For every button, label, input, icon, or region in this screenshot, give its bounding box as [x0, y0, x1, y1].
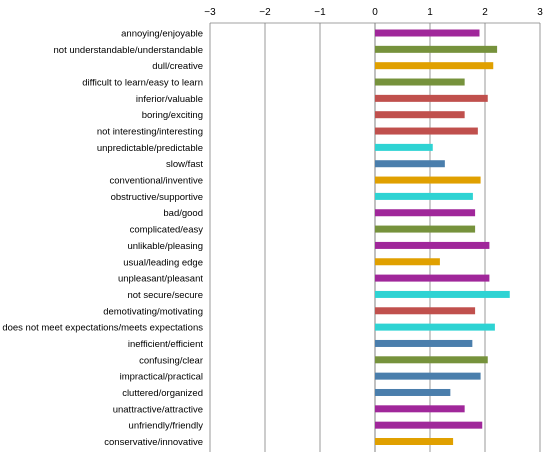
category-label: not secure/secure	[127, 290, 203, 301]
category-label: dull/creative	[152, 61, 203, 72]
bar	[375, 241, 490, 249]
bar	[375, 258, 440, 266]
category-label: difficult to learn/easy to learn	[82, 78, 203, 89]
bar	[375, 225, 476, 233]
bar	[375, 192, 473, 200]
category-label: cluttered/organized	[122, 388, 203, 399]
x-tick-label: 1	[427, 7, 433, 18]
bar	[375, 405, 465, 413]
bars	[375, 29, 510, 445]
category-label: obstructive/supportive	[111, 192, 203, 203]
grid-lines	[209, 22, 541, 452]
bar	[375, 388, 451, 396]
bar	[375, 160, 445, 168]
category-label: unpleasant/pleasant	[118, 274, 203, 285]
category-label: slow/fast	[166, 159, 203, 170]
category-label: unattractive/attractive	[113, 404, 203, 415]
category-label: unfriendly/friendly	[129, 421, 204, 432]
category-label: impractical/practical	[120, 372, 203, 383]
x-tick-label: −3	[204, 7, 216, 18]
x-tick-label: −1	[314, 7, 326, 18]
bar	[375, 62, 494, 70]
x-tick-label: 0	[372, 7, 378, 18]
category-label: conventional/inventive	[110, 176, 203, 187]
category-label: not understandable/understandable	[54, 45, 203, 56]
category-label: annoying/enjoyable	[121, 29, 203, 40]
category-label: unpredictable/predictable	[97, 143, 203, 154]
bar	[375, 143, 433, 151]
category-label: conservative/innovative	[104, 437, 203, 448]
category-label: boring/exciting	[142, 110, 203, 121]
x-tick-label: 2	[482, 7, 488, 18]
category-label: demotivating/motivating	[103, 306, 203, 317]
bar	[375, 45, 498, 53]
bar	[375, 94, 488, 102]
bar	[375, 111, 465, 119]
bar	[375, 421, 483, 429]
bar	[375, 78, 465, 86]
category-label: unlikable/pleasing	[127, 241, 203, 252]
bar	[375, 356, 488, 364]
bar	[375, 307, 476, 315]
bar	[375, 372, 481, 380]
category-label: usual/leading edge	[123, 257, 203, 268]
category-label: inefficient/efficient	[128, 339, 204, 350]
category-label: complicated/easy	[130, 225, 204, 236]
bar	[375, 176, 481, 184]
category-label: bad/good	[163, 208, 203, 219]
bar	[375, 29, 480, 37]
bar	[375, 274, 490, 282]
bar	[375, 127, 478, 135]
bar	[375, 438, 454, 445]
category-label: confusing/clear	[139, 355, 203, 366]
category-label: not interesting/interesting	[97, 127, 203, 138]
category-label: does not meet expectations/meets expecta…	[2, 323, 203, 334]
bar	[375, 209, 476, 217]
category-label: inferior/valuable	[136, 94, 203, 105]
bar	[375, 339, 473, 347]
bar	[375, 323, 495, 331]
category-labels: annoying/enjoyable not understandable/und…	[2, 29, 203, 449]
bar	[375, 290, 510, 298]
x-tick-label: −2	[259, 7, 271, 18]
x-axis-tick-labels: −3 −2 −1 0 1 2 3	[204, 7, 543, 18]
x-tick-label: 3	[537, 7, 543, 18]
